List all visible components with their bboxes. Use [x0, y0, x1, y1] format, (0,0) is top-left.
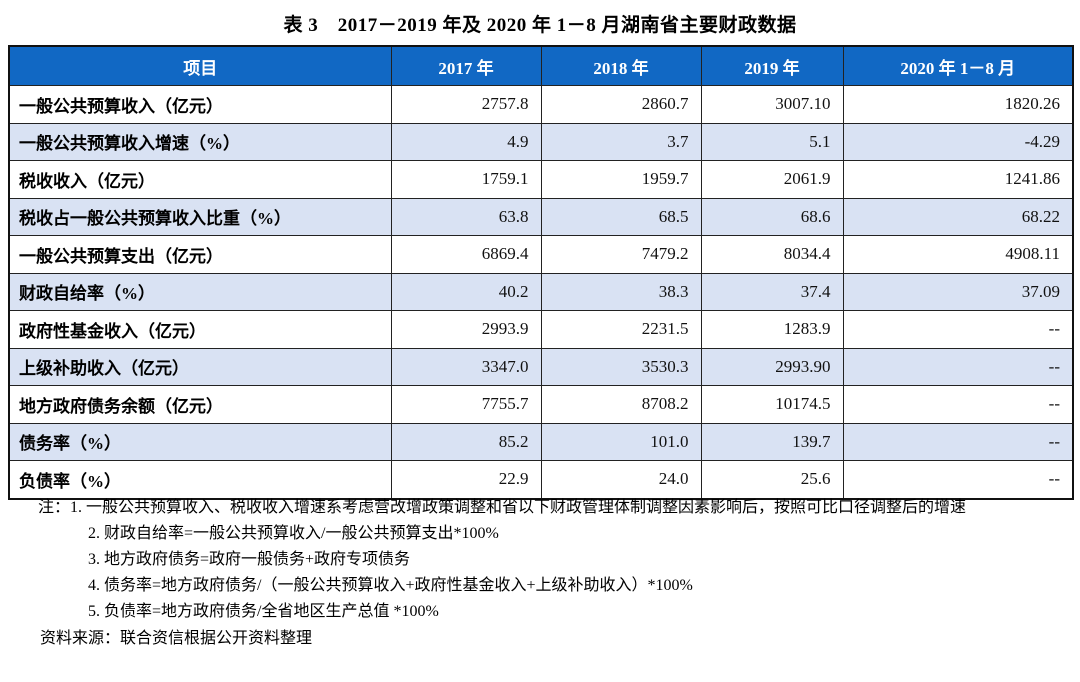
- cell-value: 3.7: [540, 122, 702, 161]
- cell-value: -4.29: [842, 122, 1074, 161]
- cell-value: 2993.90: [700, 347, 844, 386]
- cell-value: 139.7: [700, 422, 844, 461]
- cell-value: --: [842, 347, 1074, 386]
- table-row: 地方政府债务余额（亿元） 7755.7 8708.2 10174.5 --: [8, 385, 1074, 424]
- table-header-row: 项目 2017 年 2018 年 2019 年 2020 年 1－8 月: [8, 45, 1074, 86]
- cell-value: --: [842, 460, 1074, 499]
- cell-value: 5.1: [700, 122, 844, 161]
- cell-value: 1959.7: [540, 160, 702, 199]
- header-cell-2018: 2018 年: [540, 45, 702, 86]
- row-label: 债务率（%）: [8, 422, 392, 461]
- source-line: 资料来源：联合资信根据公开资料整理: [40, 630, 313, 647]
- note-item: 3. 地方政府债务=政府一般债务+政府专项债务: [88, 551, 411, 568]
- page-title: 表 3 2017－2019 年及 2020 年 1－8 月湖南省主要财政数据: [283, 15, 797, 36]
- note-item: 4. 债务率=地方政府债务/（一般公共预算收入+政府性基金收入+上级补助收入）*…: [88, 577, 693, 594]
- note-item: 注：1. 一般公共预算收入、税收收入增速系考虑营改增政策调整和省以下财政管理体制…: [0, 495, 1072, 521]
- cell-value: 68.6: [700, 197, 844, 236]
- cell-value: --: [842, 422, 1074, 461]
- cell-value: 2993.9: [390, 310, 542, 349]
- row-label: 一般公共预算收入（亿元）: [8, 85, 392, 124]
- cell-value: 63.8: [390, 197, 542, 236]
- cell-value: 7479.2: [540, 235, 702, 274]
- row-label: 一般公共预算收入增速（%）: [8, 122, 392, 161]
- cell-value: 22.9: [390, 460, 542, 499]
- cell-value: 2860.7: [540, 85, 702, 124]
- cell-value: 1820.26: [842, 85, 1074, 124]
- header-cell-2019: 2019 年: [700, 45, 844, 86]
- cell-value: 101.0: [540, 422, 702, 461]
- cell-value: 3347.0: [390, 347, 542, 386]
- note-item: 2. 财政自给率=一般公共预算收入/一般公共预算支出*100%: [88, 525, 499, 542]
- note-text: 1. 一般公共预算收入、税收收入增速系考虑营改增政策调整和省以下财政管理体制调整…: [70, 499, 967, 516]
- cell-value: 8708.2: [540, 385, 702, 424]
- cell-value: 1759.1: [390, 160, 542, 199]
- notes-section: 注：1. 一般公共预算收入、税收收入增速系考虑营改增政策调整和省以下财政管理体制…: [0, 495, 1072, 652]
- cell-value: 37.09: [842, 272, 1074, 311]
- row-label: 地方政府债务余额（亿元）: [8, 385, 392, 424]
- row-label: 税收占一般公共预算收入比重（%）: [8, 197, 392, 236]
- fiscal-data-table: 项目 2017 年 2018 年 2019 年 2020 年 1－8 月 一般公…: [8, 45, 1074, 500]
- table-row: 税收占一般公共预算收入比重（%） 63.8 68.5 68.6 68.22: [8, 197, 1074, 236]
- cell-value: 10174.5: [700, 385, 844, 424]
- cell-value: 4908.11: [842, 235, 1074, 274]
- cell-value: 6869.4: [390, 235, 542, 274]
- cell-value: 8034.4: [700, 235, 844, 274]
- cell-value: 37.4: [700, 272, 844, 311]
- table-row: 上级补助收入（亿元） 3347.0 3530.3 2993.90 --: [8, 347, 1074, 386]
- notes-label: 注：: [38, 499, 71, 516]
- row-label: 财政自给率（%）: [8, 272, 392, 311]
- cell-value: 38.3: [540, 272, 702, 311]
- cell-value: 7755.7: [390, 385, 542, 424]
- cell-value: 24.0: [540, 460, 702, 499]
- table-row: 一般公共预算收入（亿元） 2757.8 2860.7 3007.10 1820.…: [8, 85, 1074, 124]
- row-label: 一般公共预算支出（亿元）: [8, 235, 392, 274]
- cell-value: 68.22: [842, 197, 1074, 236]
- table-row: 债务率（%） 85.2 101.0 139.7 --: [8, 422, 1074, 461]
- table-row: 负债率（%） 22.9 24.0 25.6 --: [8, 460, 1074, 499]
- row-label: 税收收入（亿元）: [8, 160, 392, 199]
- row-label: 上级补助收入（亿元）: [8, 347, 392, 386]
- cell-value: 4.9: [390, 122, 542, 161]
- row-label: 负债率（%）: [8, 460, 392, 499]
- cell-value: 85.2: [390, 422, 542, 461]
- cell-value: 3530.3: [540, 347, 702, 386]
- cell-value: 3007.10: [700, 85, 844, 124]
- table-row: 一般公共预算支出（亿元） 6869.4 7479.2 8034.4 4908.1…: [8, 235, 1074, 274]
- header-cell-2020: 2020 年 1－8 月: [842, 45, 1074, 86]
- cell-value: 2061.9: [700, 160, 844, 199]
- cell-value: 2231.5: [540, 310, 702, 349]
- cell-value: --: [842, 385, 1074, 424]
- cell-value: 25.6: [700, 460, 844, 499]
- header-cell-item: 项目: [8, 45, 392, 86]
- cell-value: 2757.8: [390, 85, 542, 124]
- table-row: 税收收入（亿元） 1759.1 1959.7 2061.9 1241.86: [8, 160, 1074, 199]
- cell-value: 40.2: [390, 272, 542, 311]
- table-row: 一般公共预算收入增速（%） 4.9 3.7 5.1 -4.29: [8, 122, 1074, 161]
- cell-value: 1241.86: [842, 160, 1074, 199]
- table-row: 政府性基金收入（亿元） 2993.9 2231.5 1283.9 --: [8, 310, 1074, 349]
- cell-value: --: [842, 310, 1074, 349]
- cell-value: 1283.9: [700, 310, 844, 349]
- header-cell-2017: 2017 年: [390, 45, 542, 86]
- row-label: 政府性基金收入（亿元）: [8, 310, 392, 349]
- cell-value: 68.5: [540, 197, 702, 236]
- table-row: 财政自给率（%） 40.2 38.3 37.4 37.09: [8, 272, 1074, 311]
- note-item: 5. 负债率=地方政府债务/全省地区生产总值 *100%: [88, 603, 439, 620]
